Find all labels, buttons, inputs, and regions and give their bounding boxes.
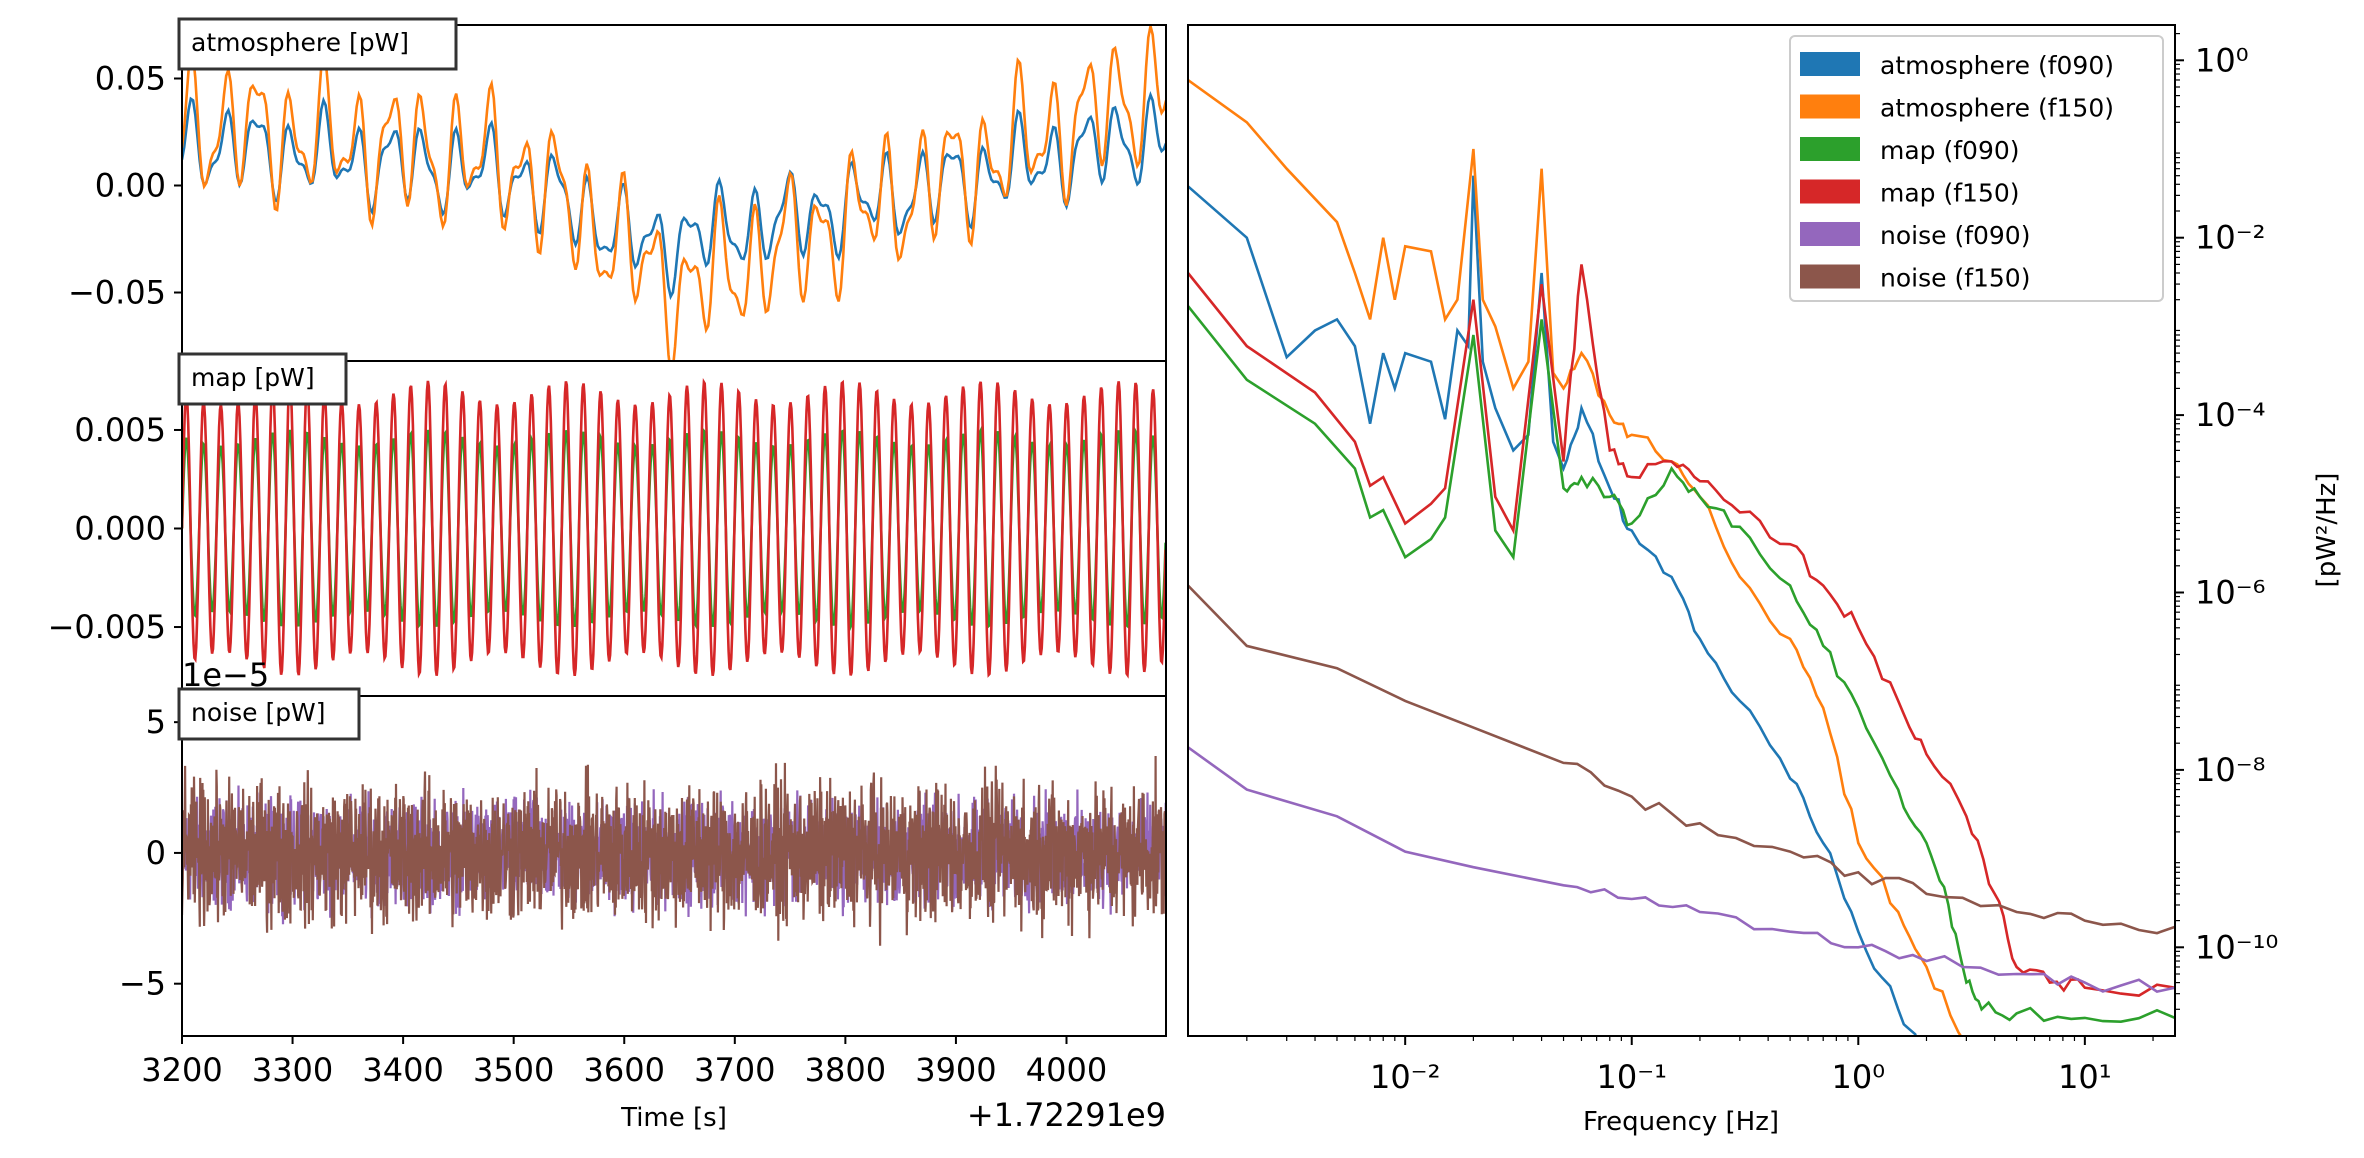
noise-ytick-label-0: 5	[146, 703, 166, 741]
psd-series-0	[1188, 175, 1918, 1036]
legend-swatch-0	[1800, 52, 1860, 76]
panel-label-noise-text: noise [pW]	[191, 698, 326, 727]
time-offset-text: +1.72291e9	[967, 1096, 1166, 1134]
map-ytick-label-1: 0.000	[74, 510, 166, 548]
psd-ytick-label-1: 10⁻²	[2195, 219, 2265, 257]
map-ytick-label-0: 0.005	[74, 411, 166, 449]
panel-label-atmosphere: atmosphere [pW]	[177, 17, 458, 71]
panel-atmosphere: 0.05 0.00 −0.05 atmosphere [pW]	[68, 17, 1167, 362]
psd-ytick-label-5: 10⁻¹⁰	[2195, 928, 2278, 966]
legend-swatch-5	[1800, 264, 1860, 289]
time-xtick-label-0: 3200	[141, 1051, 222, 1089]
legend-swatch-1	[1800, 94, 1860, 119]
psd-xtick-label-0: 10⁻²	[1370, 1058, 1440, 1096]
panel-map: 0.005 0.000 −0.005 map [pW]	[48, 352, 1167, 697]
psd-xtick-label-2: 10⁰	[1832, 1058, 1886, 1096]
psd-series-4	[1188, 746, 2175, 993]
time-xtick-label-2: 3400	[362, 1051, 443, 1089]
map-series-1	[182, 378, 1166, 679]
legend-swatch-4	[1800, 222, 1860, 246]
panel-label-map-text: map [pW]	[191, 363, 315, 392]
psd-xtick-label-3: 10¹	[2058, 1058, 2112, 1096]
atmosphere-ytick-label-2: −0.05	[68, 274, 166, 312]
psd-series-3	[1188, 264, 2175, 997]
noise-ytick-label-1: 0	[146, 834, 166, 872]
time-axis-label: Time [s]	[620, 1103, 727, 1133]
map-ytick-label-2: −0.005	[48, 608, 166, 646]
atmosphere-ytick-label-1: 0.00	[95, 167, 166, 205]
time-xtick-label-3: 3500	[473, 1051, 554, 1089]
panel-noise: 5 0 −5 3200 3300 3400 3500 3600 3700 3800 3900 400…	[119, 656, 1167, 1134]
psd-series-2	[1188, 305, 2175, 1024]
psd-ytick-label-2: 10⁻⁴	[2195, 396, 2265, 434]
psd-xtick-label-1: 10⁻¹	[1597, 1058, 1667, 1096]
noise-ytick-label-2: −5	[119, 965, 166, 1003]
psd-ytick-label-3: 10⁻⁶	[2195, 573, 2265, 611]
time-xtick-label-6: 3800	[805, 1051, 886, 1089]
legend-label-5: noise (f150)	[1880, 264, 2030, 293]
legend-swatch-2	[1800, 137, 1860, 161]
psd-ytick-label-0: 10⁰	[2195, 41, 2249, 79]
time-xtick-label-1: 3300	[252, 1051, 333, 1089]
legend-frame	[1789, 35, 2164, 302]
psd-series-5	[1188, 584, 2175, 935]
time-xtick-label-4: 3600	[584, 1051, 665, 1089]
psd-ytick-label-4: 10⁻⁸	[2195, 751, 2265, 789]
frequency-axis-label: Frequency [Hz]	[1583, 1107, 1779, 1137]
panel-label-map: map [pW]	[177, 352, 348, 406]
atmosphere-series-1	[182, 25, 1166, 361]
psd-axis-label: [pW²/Hz]	[2312, 473, 2342, 588]
panel-label-noise: noise [pW]	[177, 687, 361, 741]
legend-label-1: atmosphere (f150)	[1880, 94, 2114, 123]
panel-label-atmosphere-text: atmosphere [pW]	[191, 28, 409, 57]
legend: atmosphere (f090) atmosphere (f150) map (f…	[1789, 35, 2164, 302]
legend-swatch-3	[1800, 179, 1860, 204]
legend-label-2: map (f090)	[1880, 136, 2020, 165]
atmosphere-ytick-label-0: 0.05	[95, 60, 166, 98]
time-xtick-label-7: 3900	[915, 1051, 996, 1089]
noise-series-1	[182, 755, 1166, 946]
legend-label-0: atmosphere (f090)	[1880, 51, 2114, 80]
time-xtick-label-5: 3700	[694, 1051, 775, 1089]
time-xtick-label-8: 4000	[1026, 1051, 1107, 1089]
legend-label-4: noise (f090)	[1880, 221, 2030, 250]
legend-label-3: map (f150)	[1880, 179, 2020, 208]
atmosphere-series-0	[182, 90, 1166, 301]
